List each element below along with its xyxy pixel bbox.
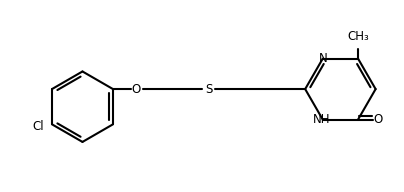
Text: N: N [318,52,327,65]
Text: O: O [131,83,140,96]
Text: NH: NH [313,113,330,126]
Text: S: S [205,83,212,96]
Text: CH₃: CH₃ [347,31,369,43]
Text: Cl: Cl [33,120,44,133]
Text: O: O [374,113,383,126]
